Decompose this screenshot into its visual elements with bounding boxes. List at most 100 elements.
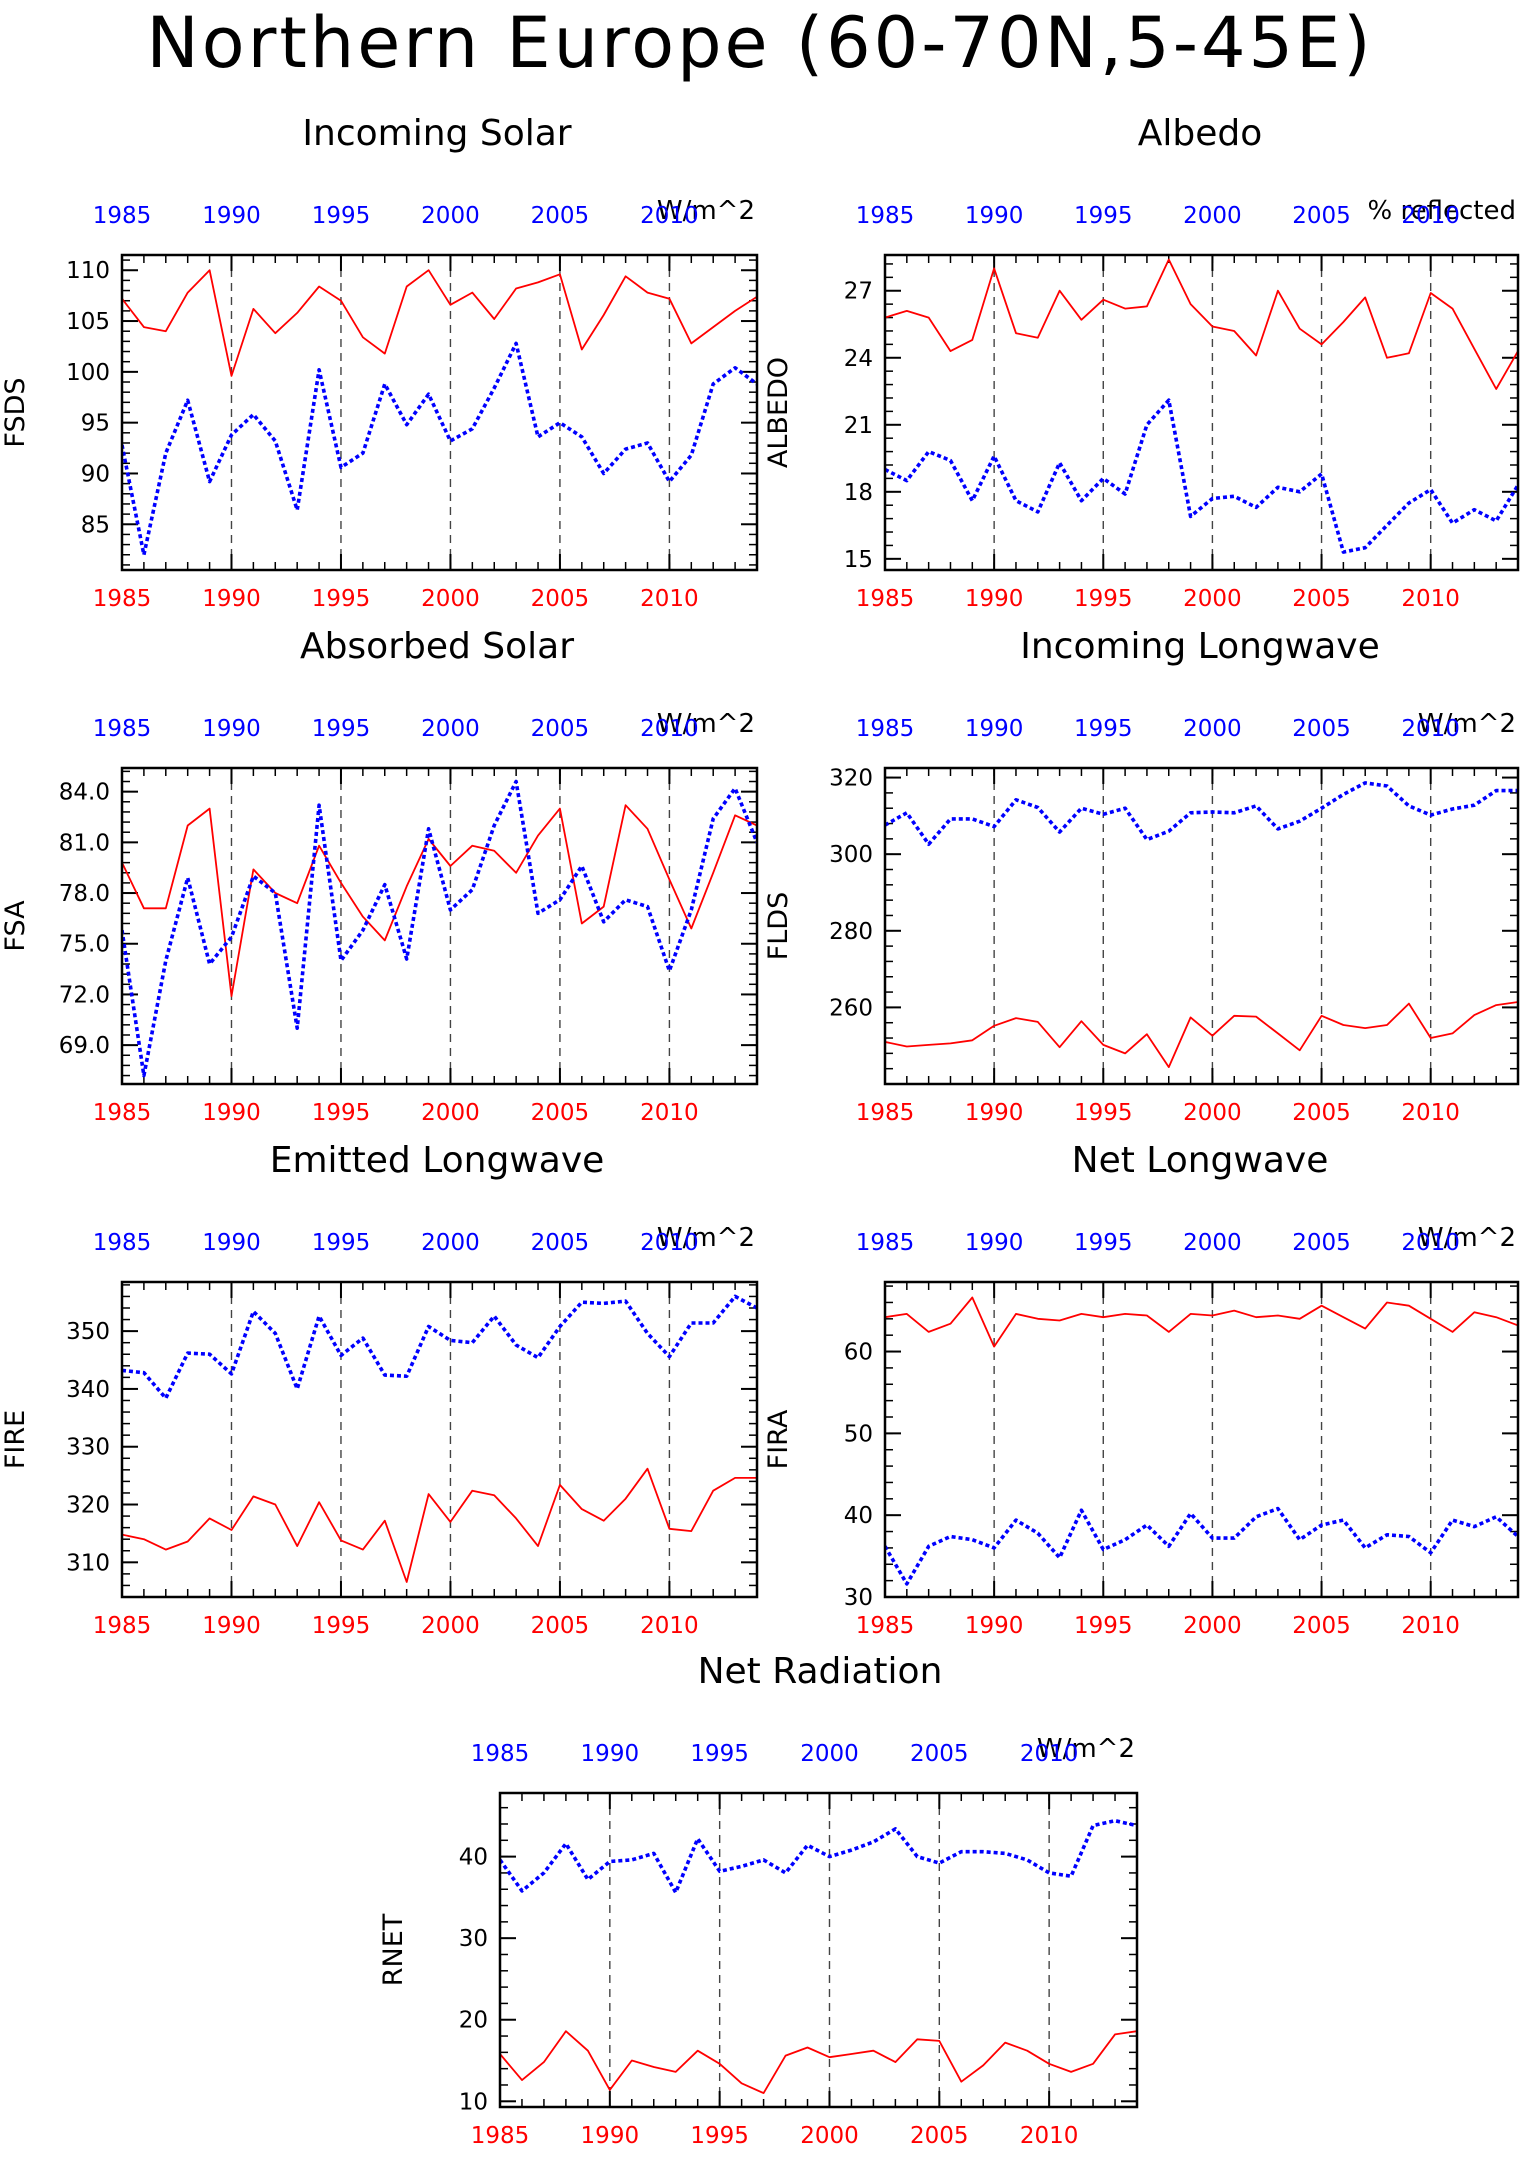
x-tick-label-top: 1990 bbox=[202, 1230, 261, 1256]
x-tick-label-bottom: 1985 bbox=[856, 1100, 915, 1126]
x-tick-label-bottom: 2010 bbox=[1401, 1613, 1460, 1639]
series-line-red-solid bbox=[122, 269, 757, 377]
series-line-blue-dotted bbox=[885, 781, 1518, 847]
x-tick-label-bottom: 1990 bbox=[202, 1613, 261, 1639]
x-tick-label-top: 2000 bbox=[1183, 203, 1242, 229]
x-tick-label-top: 1990 bbox=[581, 1741, 640, 1767]
x-tick-label-top: 1995 bbox=[312, 203, 371, 229]
x-tick-label-bottom: 2010 bbox=[1401, 1100, 1460, 1126]
series-line-red-solid bbox=[885, 1001, 1518, 1068]
x-tick-label-bottom: 1985 bbox=[93, 1100, 152, 1126]
y-axis-label: RNET bbox=[378, 1913, 409, 1986]
x-tick-label-bottom: 1985 bbox=[471, 2123, 530, 2149]
x-tick-label-top: 2010 bbox=[1401, 716, 1460, 742]
x-tick-label-top: 2000 bbox=[1183, 716, 1242, 742]
y-tick-label: 20 bbox=[459, 2008, 488, 2034]
y-axis-label: ALBEDO bbox=[763, 357, 794, 468]
plot-frame bbox=[120, 766, 759, 1086]
x-tick-label-bottom: 1985 bbox=[93, 586, 152, 612]
x-tick-label-top: 1995 bbox=[1074, 203, 1133, 229]
chart-flds: Incoming Longwave W/m^2 FLDS 1985 1985 1990 19… bbox=[763, 626, 1520, 1126]
x-tick-label-top: 2005 bbox=[531, 203, 590, 229]
x-tick-label-top: 1985 bbox=[856, 203, 915, 229]
y-tick-label: 95 bbox=[81, 411, 110, 437]
x-tick-label-top: 2005 bbox=[531, 716, 590, 742]
y-axis-label: FIRA bbox=[763, 1409, 794, 1469]
x-tick-label-top: 1990 bbox=[202, 716, 261, 742]
x-tick-label-bottom: 2000 bbox=[421, 1613, 480, 1639]
x-tick-label-bottom: 2000 bbox=[800, 2123, 859, 2149]
series-line-blue-dotted bbox=[122, 341, 757, 557]
x-tick-label-top: 2005 bbox=[1292, 203, 1351, 229]
x-tick-label-top: 2010 bbox=[1401, 1230, 1460, 1256]
series-line-red-solid bbox=[885, 258, 1518, 390]
units-label: W/m^2 bbox=[657, 196, 755, 226]
y-axis-label: FIRE bbox=[0, 1410, 31, 1469]
x-tick-label-bottom: 1995 bbox=[312, 1613, 371, 1639]
x-tick-label-top: 1985 bbox=[93, 203, 152, 229]
series-line-red-solid bbox=[122, 804, 757, 997]
y-tick-label: 300 bbox=[829, 842, 873, 868]
x-tick-label-bottom: 1985 bbox=[856, 586, 915, 612]
x-tick-label-bottom: 1990 bbox=[202, 586, 261, 612]
y-tick-label: 310 bbox=[66, 1550, 110, 1576]
x-tick-label-bottom: 2000 bbox=[421, 1100, 480, 1126]
x-tick-label-top: 1985 bbox=[93, 1230, 152, 1256]
x-tick-label-bottom: 1990 bbox=[965, 1100, 1024, 1126]
chart-title: Incoming Longwave bbox=[1020, 626, 1380, 667]
chart-albedo: Albedo % reflected ALBEDO 1985 1985 1990 1990 1… bbox=[763, 113, 1520, 612]
x-tick-label-top: 1995 bbox=[1074, 716, 1133, 742]
y-tick-label: 21 bbox=[844, 413, 873, 439]
units-label: % reflected bbox=[1368, 196, 1516, 226]
y-tick-label: 40 bbox=[459, 1845, 488, 1871]
chart-title: Net Radiation bbox=[698, 1651, 943, 1692]
x-tick-label-top: 2000 bbox=[800, 1741, 859, 1767]
y-tick-label: 330 bbox=[66, 1435, 110, 1461]
units-label: W/m^2 bbox=[1037, 1734, 1135, 1764]
x-tick-label-bottom: 2010 bbox=[640, 586, 699, 612]
x-tick-label-top: 1990 bbox=[965, 203, 1024, 229]
x-tick-label-bottom: 1985 bbox=[856, 1613, 915, 1639]
x-tick-label-bottom: 2000 bbox=[1183, 1613, 1242, 1639]
chart-title: Incoming Solar bbox=[302, 113, 571, 154]
x-tick-label-bottom: 1985 bbox=[93, 1613, 152, 1639]
y-tick-label: 84.0 bbox=[59, 780, 110, 806]
x-tick-label-top: 2005 bbox=[531, 1230, 590, 1256]
y-tick-label: 320 bbox=[66, 1493, 110, 1519]
x-tick-label-bottom: 1995 bbox=[1074, 1613, 1133, 1639]
y-tick-label: 60 bbox=[844, 1340, 873, 1366]
x-tick-label-top: 1985 bbox=[856, 716, 915, 742]
x-tick-label-top: 2010 bbox=[640, 716, 699, 742]
y-tick-label: 81.0 bbox=[59, 830, 110, 856]
y-tick-label: 110 bbox=[66, 258, 110, 284]
x-tick-label-bottom: 2010 bbox=[1020, 2123, 1079, 2149]
x-tick-label-bottom: 1990 bbox=[581, 2123, 640, 2149]
x-tick-label-bottom: 2005 bbox=[531, 1100, 590, 1126]
plot-frame bbox=[883, 766, 1520, 1086]
x-tick-label-bottom: 1990 bbox=[965, 586, 1024, 612]
y-tick-label: 10 bbox=[459, 2089, 488, 2115]
x-tick-label-top: 1995 bbox=[312, 716, 371, 742]
x-tick-label-top: 1995 bbox=[1074, 1230, 1133, 1256]
y-tick-label: 350 bbox=[66, 1319, 110, 1345]
x-tick-label-top: 1995 bbox=[690, 1741, 749, 1767]
series-line-red-solid bbox=[122, 1467, 757, 1583]
x-tick-label-bottom: 1990 bbox=[202, 1100, 261, 1126]
y-tick-label: 260 bbox=[829, 995, 873, 1021]
plot-frame bbox=[120, 253, 759, 572]
chart-title: Absorbed Solar bbox=[300, 626, 574, 667]
x-tick-label-top: 1990 bbox=[965, 1230, 1024, 1256]
x-tick-label-top: 1990 bbox=[965, 716, 1024, 742]
plot-frame bbox=[883, 1280, 1520, 1599]
y-tick-label: 15 bbox=[844, 547, 873, 573]
y-tick-label: 100 bbox=[66, 360, 110, 386]
y-tick-label: 78.0 bbox=[59, 881, 110, 907]
units-label: W/m^2 bbox=[657, 709, 755, 739]
chart-rnet: Net Radiation W/m^2 RNET 1985 1985 1990 1990 19… bbox=[378, 1651, 1139, 2149]
x-tick-label-top: 2005 bbox=[1292, 1230, 1351, 1256]
x-tick-label-top: 2010 bbox=[640, 1230, 699, 1256]
x-tick-label-top: 2000 bbox=[421, 1230, 480, 1256]
y-tick-label: 30 bbox=[459, 1926, 488, 1952]
series-line-red-solid bbox=[885, 1296, 1518, 1348]
